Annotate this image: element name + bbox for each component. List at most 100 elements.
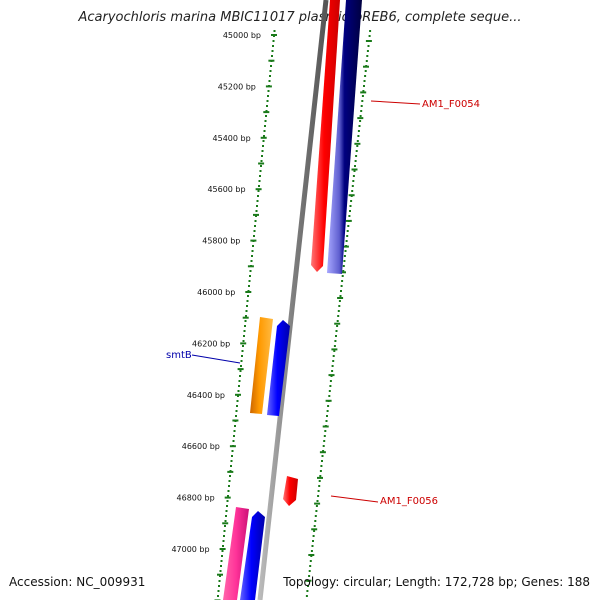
ruler-dot xyxy=(335,335,337,337)
ruler-dot xyxy=(245,310,248,312)
ruler-dot xyxy=(251,255,253,257)
ruler-dotted-line-right xyxy=(305,30,372,597)
ruler-dot xyxy=(252,245,254,247)
ruler-dot xyxy=(241,355,243,357)
ruler-dot xyxy=(225,510,228,512)
ruler-dot xyxy=(309,565,312,567)
feature-label-smtB[interactable]: smtB xyxy=(166,350,192,361)
ruler-dot xyxy=(313,525,316,527)
ruler-dot xyxy=(359,120,362,122)
plasmid-backbone xyxy=(257,0,329,600)
leader-line-AM1_F0054 xyxy=(370,100,421,105)
ruler-dot xyxy=(321,455,324,457)
ruler-dot xyxy=(364,75,367,77)
ruler-dot xyxy=(261,150,264,152)
ruler-dot xyxy=(361,95,364,97)
ruler-dot xyxy=(236,400,239,402)
ruler-dot xyxy=(255,215,257,217)
ruler-dot xyxy=(363,85,365,87)
ruler-dot xyxy=(328,390,331,392)
ruler-dot xyxy=(360,105,363,107)
ruler-dot xyxy=(265,115,267,117)
ruler-dot xyxy=(242,340,245,342)
ruler-dot xyxy=(345,240,348,242)
ruler-dot xyxy=(307,585,309,587)
accession-text: Accession: NC_009931 xyxy=(9,575,146,589)
ruler-dot xyxy=(256,200,259,202)
ruler-dot xyxy=(263,135,265,137)
ruler-dot xyxy=(351,190,354,192)
ruler-dot xyxy=(236,405,238,407)
ruler-dot xyxy=(319,470,322,472)
ruler-dot xyxy=(351,185,354,187)
ruler-dot xyxy=(366,50,369,52)
feature-label-AM1_F0056[interactable]: AM1_F0056 xyxy=(380,496,438,507)
ruler-dot xyxy=(221,550,224,552)
ruler-dot xyxy=(346,230,349,232)
ruler-dot xyxy=(310,550,313,552)
ruler-dot xyxy=(324,430,327,432)
ruler-dot xyxy=(309,560,312,562)
gene-blue-bottom[interactable] xyxy=(240,511,265,600)
ruler-dot xyxy=(230,460,233,462)
ruler-dot xyxy=(262,145,264,147)
ruler-dot xyxy=(349,205,352,207)
ruler-dot xyxy=(344,250,347,252)
ruler-dot xyxy=(243,335,245,337)
ruler-dot xyxy=(314,515,317,517)
ruler-dot xyxy=(332,355,335,357)
ruler-dot xyxy=(368,35,371,37)
gene-red-small-AM1_F0056[interactable] xyxy=(283,476,298,506)
ruler-dot xyxy=(357,135,360,137)
ruler-dot xyxy=(347,225,350,227)
ruler-dot xyxy=(238,380,241,382)
ruler-dot xyxy=(249,270,252,272)
ruler-dot xyxy=(320,465,323,467)
ruler-dot xyxy=(319,475,322,477)
ruler-dot xyxy=(271,55,273,57)
ruler-dot xyxy=(356,140,359,142)
ruler-dot xyxy=(338,305,341,307)
ruler-dot xyxy=(259,175,261,177)
ruler-dot xyxy=(315,510,318,512)
ruler-dot xyxy=(219,575,221,577)
gene-red-top[interactable] xyxy=(311,0,340,272)
ruler-dot xyxy=(263,130,266,132)
ruler-dot xyxy=(348,215,351,217)
ruler-dot xyxy=(230,465,232,467)
ruler-dot xyxy=(233,430,236,432)
ruler-dot xyxy=(341,275,344,277)
ruler-dot xyxy=(308,570,311,572)
ruler-dot xyxy=(358,125,361,127)
ruler-dot xyxy=(254,220,257,222)
ruler-dot xyxy=(266,100,269,102)
ruler-dot xyxy=(264,125,266,127)
gene-pink-bottom[interactable] xyxy=(223,507,249,600)
ruler-dot xyxy=(249,275,251,277)
map-title: Acaryochloris marina MBIC11017 plasmid p… xyxy=(78,10,522,25)
ruler-dot xyxy=(238,385,240,387)
ruler-dot xyxy=(217,595,219,597)
ruler-dot xyxy=(339,295,342,297)
gene-orange-smtB[interactable] xyxy=(250,317,273,414)
ruler-dot xyxy=(223,535,225,537)
gene-navy-top[interactable] xyxy=(327,0,362,274)
feature-label-AM1_F0054[interactable]: AM1_F0054 xyxy=(422,99,480,110)
ruler-dot xyxy=(221,555,223,557)
ruler-dot xyxy=(334,340,337,342)
ruler-dot xyxy=(257,195,259,197)
ruler-dot xyxy=(315,505,318,507)
ruler-dot xyxy=(239,370,242,372)
ruler-dot xyxy=(228,480,231,482)
ruler-dot xyxy=(253,230,256,232)
ruler-dot xyxy=(266,105,268,107)
ruler-dot xyxy=(232,440,235,442)
ruler-dot xyxy=(367,45,370,47)
ruler-dotted-line-left xyxy=(217,30,276,597)
ruler-dot xyxy=(222,540,225,542)
ruler-dot xyxy=(262,140,265,142)
ruler-dot xyxy=(220,560,223,562)
ruler-dot xyxy=(343,260,346,262)
gene-blue-middle[interactable] xyxy=(267,320,290,416)
